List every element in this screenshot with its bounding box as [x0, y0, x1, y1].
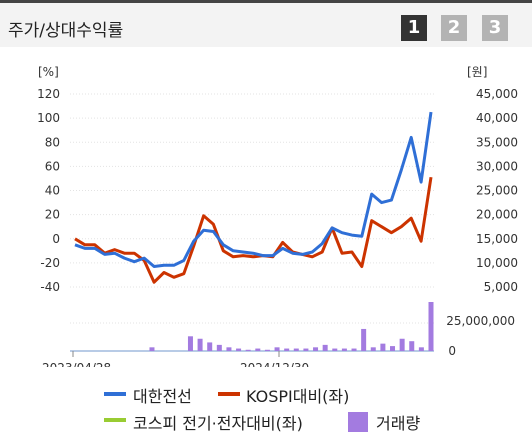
left-axis-unit: [%]	[38, 65, 59, 79]
page-button-3[interactable]: 3	[482, 15, 508, 41]
x-tick-label: 2024/12/30	[240, 361, 309, 367]
right-tick-label: 30,000	[476, 159, 518, 173]
volume-tick-label: 25,000,000	[446, 314, 515, 328]
right-tick-label: 40,000	[476, 111, 518, 125]
legend-label-stock: 대한전선	[133, 387, 192, 406]
volume-bar	[264, 349, 270, 351]
volume-bar	[226, 347, 232, 351]
left-tick-label: 120	[37, 87, 60, 101]
legend-swatch-volume	[348, 412, 368, 432]
volume-bar	[370, 347, 376, 351]
left-tick-label: 0	[52, 232, 60, 246]
volume-bar	[216, 344, 222, 351]
left-tick-label: 60	[45, 159, 60, 173]
legend-label-kospi: KOSPI대비(좌)	[246, 387, 350, 406]
volume-bar	[303, 348, 309, 351]
left-tick-label: 100	[37, 111, 60, 125]
volume-bar	[351, 348, 357, 351]
legend-swatch-kospi	[218, 392, 240, 396]
volume-bar	[428, 302, 434, 351]
volume-bar	[390, 346, 396, 351]
legend-swatch-stock	[104, 392, 126, 396]
right-tick-label: 35,000	[476, 135, 518, 149]
legend-label-volume: 거래량	[376, 414, 421, 433]
page-button-1[interactable]: 1	[401, 15, 427, 41]
legend-label-sector: 코스피 전기·전자대비(좌)	[133, 414, 303, 433]
volume-bar	[245, 349, 251, 351]
volume-bar	[361, 328, 367, 351]
volume-bar	[341, 348, 347, 351]
chart-area: 120 100 80 60 40 20 0 -20 -40 45,000 40,000 35,000 3…	[37, 65, 518, 367]
volume-bar	[187, 336, 193, 351]
series-line-stock	[74, 111, 433, 268]
right-tick-label: 45,000	[476, 87, 518, 101]
volume-bar	[149, 347, 155, 351]
left-tick-label: -20	[40, 256, 60, 270]
left-tick-label: 20	[45, 208, 60, 222]
volume-bar	[313, 347, 319, 351]
right-tick-label: 20,000	[476, 208, 518, 222]
right-tick-label: 25,000	[476, 184, 518, 198]
right-axis-unit: [원]	[467, 65, 487, 79]
left-tick-label: -40	[40, 280, 60, 294]
volume-bar	[322, 344, 328, 351]
volume-bar	[284, 348, 290, 351]
volume-bar	[207, 342, 213, 351]
volume-bar	[332, 348, 338, 351]
right-tick-label: 15,000	[476, 232, 518, 246]
volume-bar	[293, 348, 299, 351]
volume-bar	[197, 338, 203, 351]
right-tick-label: 10,000	[476, 256, 518, 270]
volume-tick-label: 0	[448, 344, 456, 358]
volume-bar	[418, 347, 424, 351]
chart-title: 주가/상대수익률	[8, 21, 124, 41]
volume-bar	[236, 348, 242, 351]
volume-bar	[255, 348, 261, 351]
series-line-kospi	[74, 176, 433, 284]
left-tick-label: 40	[45, 184, 60, 198]
page-button-2[interactable]: 2	[441, 15, 467, 41]
top-border	[0, 0, 532, 3]
left-tick-label: 80	[45, 135, 60, 149]
volume-bar	[409, 341, 415, 351]
volume-bar	[274, 347, 280, 351]
legend-swatch-sector	[104, 418, 126, 422]
volume-bar	[399, 338, 405, 351]
chart-header: 주가/상대수익률 1 2 3	[0, 3, 532, 47]
right-tick-label: 5,000	[484, 280, 518, 294]
volume-bar	[380, 343, 386, 351]
x-tick-label: 2023/04/28	[42, 361, 111, 367]
